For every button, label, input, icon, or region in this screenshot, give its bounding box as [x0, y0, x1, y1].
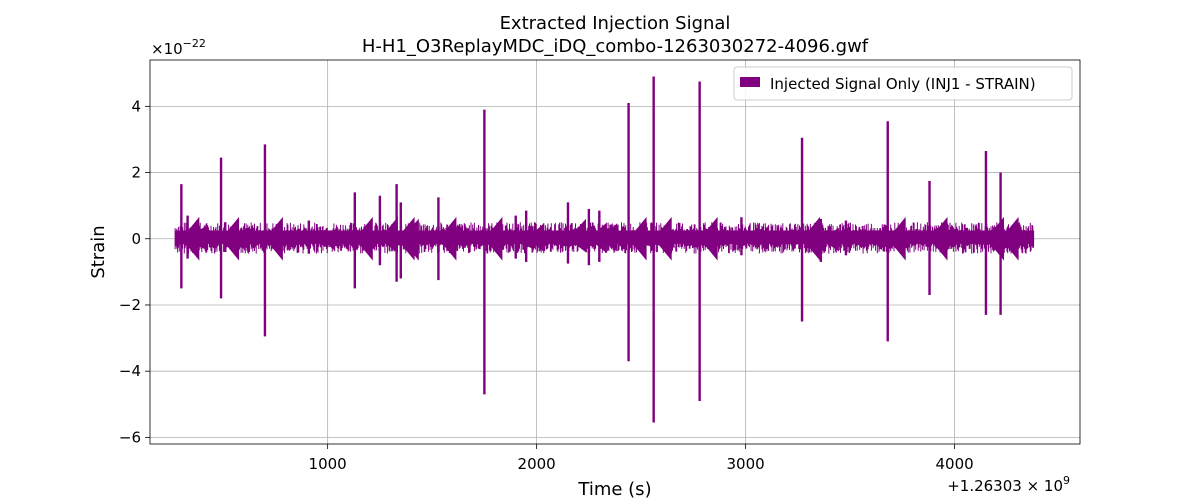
signal-ringdown: [820, 227, 839, 252]
signal-ringdown: [526, 223, 545, 252]
y-tick-label: 4: [131, 97, 141, 115]
plot-area: [150, 60, 1080, 444]
signal-ringdown: [308, 228, 327, 247]
x-axis-label: Time (s): [577, 479, 651, 500]
signal-ringdown: [599, 223, 618, 252]
y-tick-label: −4: [119, 362, 141, 380]
signal-ringdown: [225, 229, 244, 246]
chart-subtitle: H-H1_O3ReplayMDC_iDQ_combo-1263030272-40…: [362, 36, 869, 57]
y-scale-factor: ×10−22: [151, 37, 206, 58]
signal-ringdown: [628, 216, 647, 261]
y-tick-label: −2: [119, 296, 141, 314]
signal-ringdown: [741, 226, 760, 248]
legend-box: [733, 66, 1073, 101]
signal-ringdown: [887, 216, 906, 261]
signal-ringdown: [187, 226, 206, 250]
signal-ringdown: [588, 222, 607, 254]
y-tick-label: 2: [131, 164, 141, 182]
series-layer: [174, 76, 1035, 423]
axes-frame: [149, 59, 1081, 445]
y-tick-label: −6: [119, 428, 141, 446]
signal-ringdown: [567, 218, 586, 253]
signal-ringdown: [929, 216, 948, 261]
legend: Injected Signal Only (INJ1 - STRAIN): [733, 66, 1073, 101]
x-tick-label: 1000: [309, 455, 347, 473]
signal-ringdown: [1000, 216, 1019, 261]
x-tick-label: 2000: [518, 455, 556, 473]
x-tick-label: 3000: [727, 455, 765, 473]
signal-ringdown: [264, 216, 283, 261]
signal-ringdown: [354, 216, 373, 261]
chart-title: Extracted Injection Signal: [500, 13, 731, 34]
legend-swatch: [740, 77, 760, 87]
signal-ringdown: [699, 216, 718, 261]
signal-ringdown: [845, 228, 864, 248]
signal-ringdown: [400, 218, 419, 261]
signal-ringdown: [379, 216, 398, 254]
signal-ringdown: [653, 216, 672, 261]
signal-ringdown: [484, 216, 503, 261]
y-axis: −6 −4 −2 0 2 4: [119, 97, 150, 446]
signal-ringdown: [515, 226, 534, 250]
legend-entry: Injected Signal Only (INJ1 - STRAIN): [770, 75, 1036, 93]
x-tick-label: 4000: [936, 455, 974, 473]
signal-ringdown: [802, 216, 820, 261]
y-axis-label: Strain: [88, 225, 109, 278]
series-line: [174, 76, 1035, 423]
signal-ringdown: [438, 216, 457, 261]
x-offset-text: +1.26303 × 109: [947, 474, 1070, 495]
y-tick-label: 0: [131, 230, 141, 248]
x-axis: 1000 2000 3000 4000: [309, 444, 974, 473]
